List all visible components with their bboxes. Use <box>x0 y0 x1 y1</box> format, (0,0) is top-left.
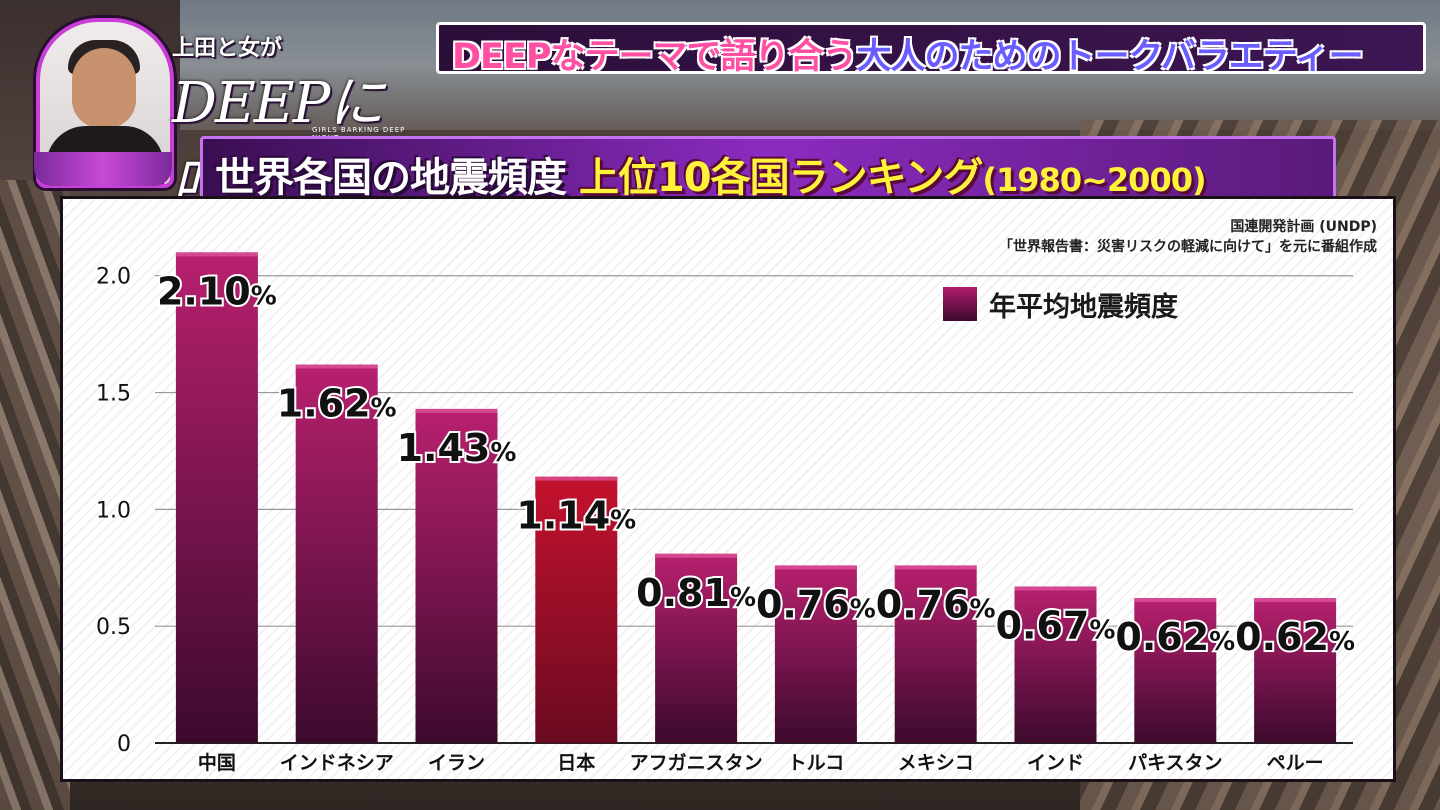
chart-panel: 0 0.5 1.0 1.5 2.0 中国 2.10% インドネシア 1.62% イラン 1.43% 日… <box>60 196 1396 782</box>
data-label-value: 2.10 <box>157 269 251 313</box>
bar-top-highlight <box>295 364 378 369</box>
show-logo: 上田と女が DEEPに吠える夜 GIRLS BARKING DEEP NIGHT <box>172 22 422 217</box>
data-label-unit: % <box>1209 627 1235 657</box>
x-tick-label: トルコ <box>788 752 845 774</box>
data-label: 0.81% <box>636 571 756 615</box>
source-line2: 「世界報告書：災害リスクの軽減に向けて」を元に番組作成 <box>999 239 1377 255</box>
title-part2: 上位10各国ランキング <box>578 155 983 201</box>
bar <box>415 408 498 743</box>
x-tick-label: ペルー <box>1267 752 1324 774</box>
x-tick-label: インド <box>1027 752 1084 774</box>
y-tick-label: 2.0 <box>96 265 131 290</box>
data-label-unit: % <box>1329 627 1355 657</box>
logo-line1: 上田と女が <box>172 36 283 61</box>
source-line1: 国連開発計画 (UNDP) <box>1230 219 1377 235</box>
bar <box>774 565 857 743</box>
bar-top-highlight <box>415 408 498 413</box>
y-tick-label: 1.0 <box>96 498 131 523</box>
y-tick-label: 0.5 <box>96 615 131 640</box>
x-tick-label: アフガニスタン <box>630 752 763 774</box>
legend-swatch <box>943 287 977 321</box>
bar-top-highlight <box>535 476 618 481</box>
data-label: 0.76% <box>876 582 996 626</box>
data-label: 0.67% <box>996 603 1116 647</box>
avatar-face <box>72 48 136 128</box>
bar <box>1134 598 1217 743</box>
x-tick-label: イラン <box>428 752 485 774</box>
bar-top-highlight <box>1254 598 1337 603</box>
title-part1: 世界各国の地震頻度 <box>215 155 567 201</box>
data-label-unit: % <box>1089 615 1115 645</box>
data-label: 1.62% <box>277 382 397 426</box>
banner-part1: DEEPなテーマで語り合う <box>452 37 858 77</box>
background-rubble-left <box>0 180 70 810</box>
data-label-value: 1.43 <box>397 426 491 470</box>
banner-part2: 大人のためのトークバラエティー <box>856 37 1364 77</box>
y-tick-label: 0 <box>117 732 131 757</box>
data-label-unit: % <box>850 594 876 624</box>
data-label-value: 0.76 <box>876 582 970 626</box>
bar <box>894 565 977 743</box>
data-label-unit: % <box>490 438 516 468</box>
bar-top-highlight <box>774 565 857 570</box>
chart-title: 世界各国の地震頻度 上位10各国ランキング(1980~2000) <box>215 145 1207 203</box>
top-banner: DEEPなテーマで語り合う大人のためのトークバラエティー <box>436 22 1426 77</box>
bar <box>295 364 378 743</box>
bar <box>175 252 258 743</box>
data-label: 1.43% <box>397 426 517 470</box>
data-label-unit: % <box>730 583 756 613</box>
data-label: 1.14% <box>516 494 636 538</box>
bar-top-highlight <box>1134 598 1217 603</box>
data-label-value: 0.67 <box>996 603 1090 647</box>
bar <box>1014 586 1097 743</box>
data-label-unit: % <box>610 506 636 536</box>
data-label: 0.76% <box>756 582 876 626</box>
banner-text: DEEPなテーマで語り合う大人のためのトークバラエティー <box>452 28 1364 79</box>
x-tick-label: インドネシア <box>280 752 394 774</box>
data-label-value: 1.62 <box>277 382 371 426</box>
source-note: 国連開発計画 (UNDP) 「世界報告書：災害リスクの軽減に向けて」を元に番組作… <box>999 217 1377 257</box>
data-label: 0.62% <box>1115 615 1235 659</box>
data-label-value: 1.14 <box>516 494 610 538</box>
data-label-unit: % <box>251 281 277 311</box>
data-label-value: 0.62 <box>1115 615 1209 659</box>
data-label: 0.62% <box>1235 615 1355 659</box>
avatar-base <box>34 152 172 186</box>
x-tick-label: メキシコ <box>898 752 974 774</box>
bar-top-highlight <box>175 252 258 257</box>
y-tick-label: 1.5 <box>96 382 131 407</box>
data-label-value: 0.81 <box>636 571 730 615</box>
data-label-unit: % <box>970 594 996 624</box>
x-tick-label: 中国 <box>198 751 236 774</box>
bar-top-highlight <box>1014 586 1097 591</box>
bar <box>1254 598 1337 743</box>
data-label: 2.10% <box>157 269 277 313</box>
bar-top-highlight <box>655 553 738 558</box>
bar <box>535 476 618 743</box>
title-part3: (1980~2000) <box>982 161 1206 199</box>
data-label-unit: % <box>371 394 397 424</box>
bar <box>655 553 738 743</box>
bar-top-highlight <box>894 565 977 570</box>
data-label-value: 0.76 <box>756 582 850 626</box>
x-tick-label: パキスタン <box>1128 752 1222 774</box>
legend-label: 年平均地震頻度 <box>989 292 1178 323</box>
data-label-value: 0.62 <box>1235 615 1329 659</box>
x-tick-label: 日本 <box>557 751 595 774</box>
bar-chart: 0 0.5 1.0 1.5 2.0 中国 2.10% インドネシア 1.62% イラン 1.43% 日… <box>96 252 1357 774</box>
